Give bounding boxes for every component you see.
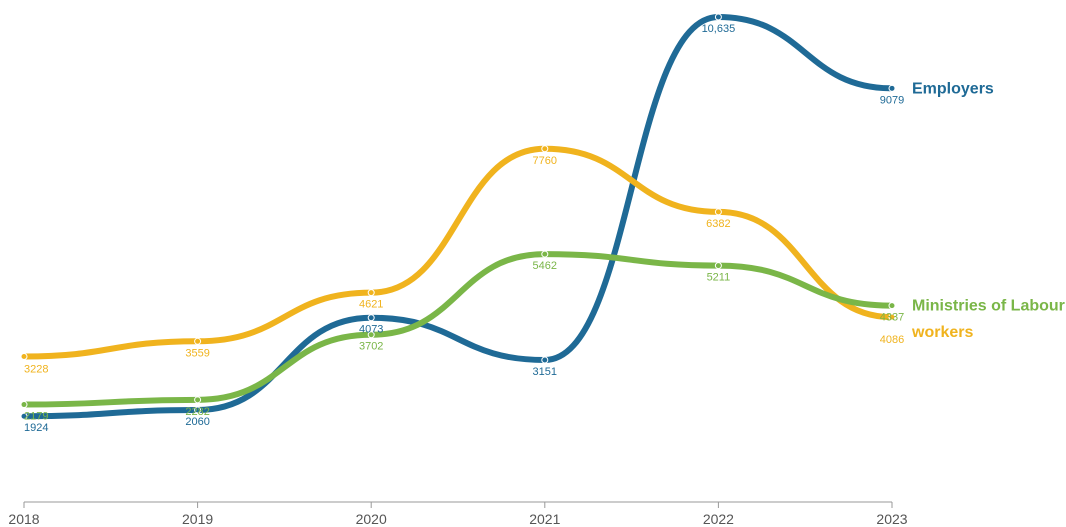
- data-label: 3702: [359, 341, 383, 353]
- x-tick-label: 2022: [703, 511, 734, 527]
- data-point: [367, 289, 375, 297]
- series-name-label: Employers: [912, 80, 994, 97]
- x-tick-label: 2020: [356, 511, 387, 527]
- series-line-ministries-of-labour: [21, 251, 895, 408]
- data-point: [367, 314, 375, 322]
- data-point: [888, 302, 896, 310]
- data-label: 3559: [185, 347, 209, 359]
- data-point: [20, 401, 28, 409]
- series-layer: [20, 13, 896, 420]
- data-point: [20, 412, 28, 420]
- data-label: 5211: [707, 272, 731, 284]
- data-point: [888, 84, 896, 92]
- data-label: 10,635: [702, 23, 736, 35]
- data-label: 9079: [880, 94, 904, 106]
- data-label: 6382: [706, 218, 730, 230]
- data-label: 5462: [533, 260, 557, 272]
- x-tick-label: 2023: [876, 511, 907, 527]
- data-point: [541, 145, 549, 153]
- data-label: 1924: [24, 422, 48, 434]
- data-point: [194, 337, 202, 345]
- data-label: 4073: [359, 324, 383, 336]
- data-label: 4621: [359, 299, 383, 311]
- data-point: [714, 262, 722, 270]
- x-tick-label: 2019: [182, 511, 213, 527]
- data-point: [541, 356, 549, 364]
- data-labels: 1924 2060 4073 3151 10,635 9079 Employers 3228 3…: [24, 23, 1065, 434]
- data-point: [194, 396, 202, 404]
- data-point: [714, 13, 722, 21]
- x-tick-label: 2018: [8, 511, 39, 527]
- data-point: [888, 313, 896, 321]
- data-label: 7760: [533, 155, 557, 167]
- data-point: [541, 250, 549, 258]
- data-label: 4337: [880, 312, 904, 324]
- data-point: [20, 352, 28, 360]
- data-label: 3228: [24, 363, 48, 375]
- data-label: 2060: [185, 416, 209, 428]
- data-point: [194, 406, 202, 414]
- data-point: [714, 208, 722, 216]
- data-label: 4086: [880, 334, 904, 346]
- series-name-label: Ministries of Labour: [912, 298, 1065, 315]
- data-point: [367, 331, 375, 339]
- x-axis: 2018 2019 2020 2021 2022 2023: [8, 501, 908, 527]
- x-tick-label: 2021: [529, 511, 560, 527]
- series-line-workers: [21, 145, 895, 360]
- series-name-label: workers: [911, 324, 973, 341]
- data-label: 3151: [533, 366, 557, 378]
- data-label: 2179: [24, 411, 48, 423]
- data-label: 2282: [185, 406, 209, 418]
